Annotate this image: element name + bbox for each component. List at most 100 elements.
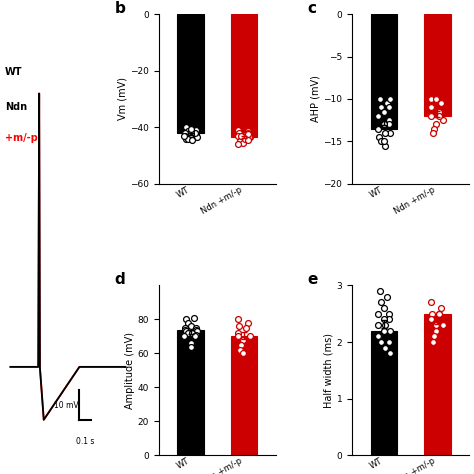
Point (192, 130, 200, 138)
Point (376, 95, 383, 103)
Point (439, 117, 447, 124)
Text: WT: WT (5, 67, 22, 77)
Point (427, 112, 435, 120)
Point (184, 319, 191, 327)
Point (374, 112, 382, 120)
Point (193, 328, 201, 335)
Point (386, 349, 393, 357)
Bar (231, 337, 257, 455)
Point (435, 310, 443, 318)
Point (235, 322, 243, 330)
Point (374, 321, 382, 329)
Point (181, 333, 188, 340)
Point (188, 136, 196, 144)
Point (433, 327, 440, 335)
Point (428, 310, 436, 318)
Point (244, 129, 252, 137)
Point (246, 333, 254, 340)
Bar (177, 329, 204, 455)
Point (374, 125, 382, 132)
Point (430, 333, 438, 340)
Point (377, 338, 385, 346)
Point (242, 324, 249, 332)
Point (382, 142, 389, 149)
Point (187, 130, 195, 138)
Point (190, 314, 198, 321)
Y-axis label: AHP (mV): AHP (mV) (310, 75, 320, 122)
Point (375, 333, 383, 340)
Point (236, 346, 244, 354)
Point (234, 316, 242, 323)
Point (381, 121, 388, 128)
Point (385, 316, 393, 323)
Bar (424, 14, 451, 116)
Point (432, 95, 440, 103)
Point (184, 135, 192, 142)
Bar (231, 14, 257, 137)
Point (381, 327, 388, 335)
Point (380, 316, 388, 323)
Point (383, 100, 391, 107)
Point (244, 128, 251, 135)
Point (381, 108, 388, 116)
Y-axis label: Amplitude (mV): Amplitude (mV) (125, 332, 135, 409)
Point (245, 136, 252, 144)
Point (181, 129, 188, 137)
Point (437, 304, 445, 312)
Point (381, 321, 389, 329)
Point (427, 316, 435, 323)
Point (181, 326, 189, 333)
Point (237, 341, 245, 348)
Point (386, 327, 394, 335)
Point (244, 319, 251, 327)
Point (385, 338, 392, 346)
Point (380, 137, 388, 145)
Point (242, 130, 249, 138)
Point (192, 132, 200, 139)
Point (181, 132, 189, 139)
Point (245, 130, 252, 138)
Point (182, 135, 190, 142)
Point (184, 329, 192, 337)
Point (237, 132, 245, 139)
Point (181, 324, 188, 332)
Text: 0.1 s: 0.1 s (76, 438, 94, 447)
Point (427, 316, 435, 323)
Point (184, 128, 191, 135)
Point (246, 133, 254, 141)
Bar (371, 14, 397, 128)
Point (385, 121, 393, 128)
Point (188, 128, 195, 135)
Text: 10 mV: 10 mV (54, 401, 79, 410)
Point (234, 333, 242, 340)
Point (239, 336, 247, 344)
Point (234, 126, 242, 134)
Point (187, 343, 194, 350)
Point (182, 316, 190, 323)
Point (234, 132, 242, 139)
Point (239, 135, 247, 142)
Point (237, 136, 245, 144)
Text: d: d (114, 272, 125, 287)
Point (375, 133, 383, 141)
Point (376, 287, 383, 295)
Point (192, 126, 200, 134)
Text: Ndn: Ndn (5, 102, 27, 112)
Text: b: b (114, 0, 125, 16)
Point (427, 104, 435, 111)
Point (383, 293, 391, 301)
Point (374, 112, 382, 120)
Point (191, 129, 199, 137)
Point (192, 331, 200, 338)
Point (436, 112, 443, 120)
Text: c: c (308, 0, 317, 16)
Point (234, 140, 242, 148)
Point (374, 333, 382, 340)
Point (235, 129, 243, 137)
Point (187, 129, 195, 137)
Point (234, 329, 242, 337)
Point (377, 137, 385, 145)
Point (439, 321, 447, 329)
Point (428, 95, 435, 103)
Point (377, 104, 385, 111)
